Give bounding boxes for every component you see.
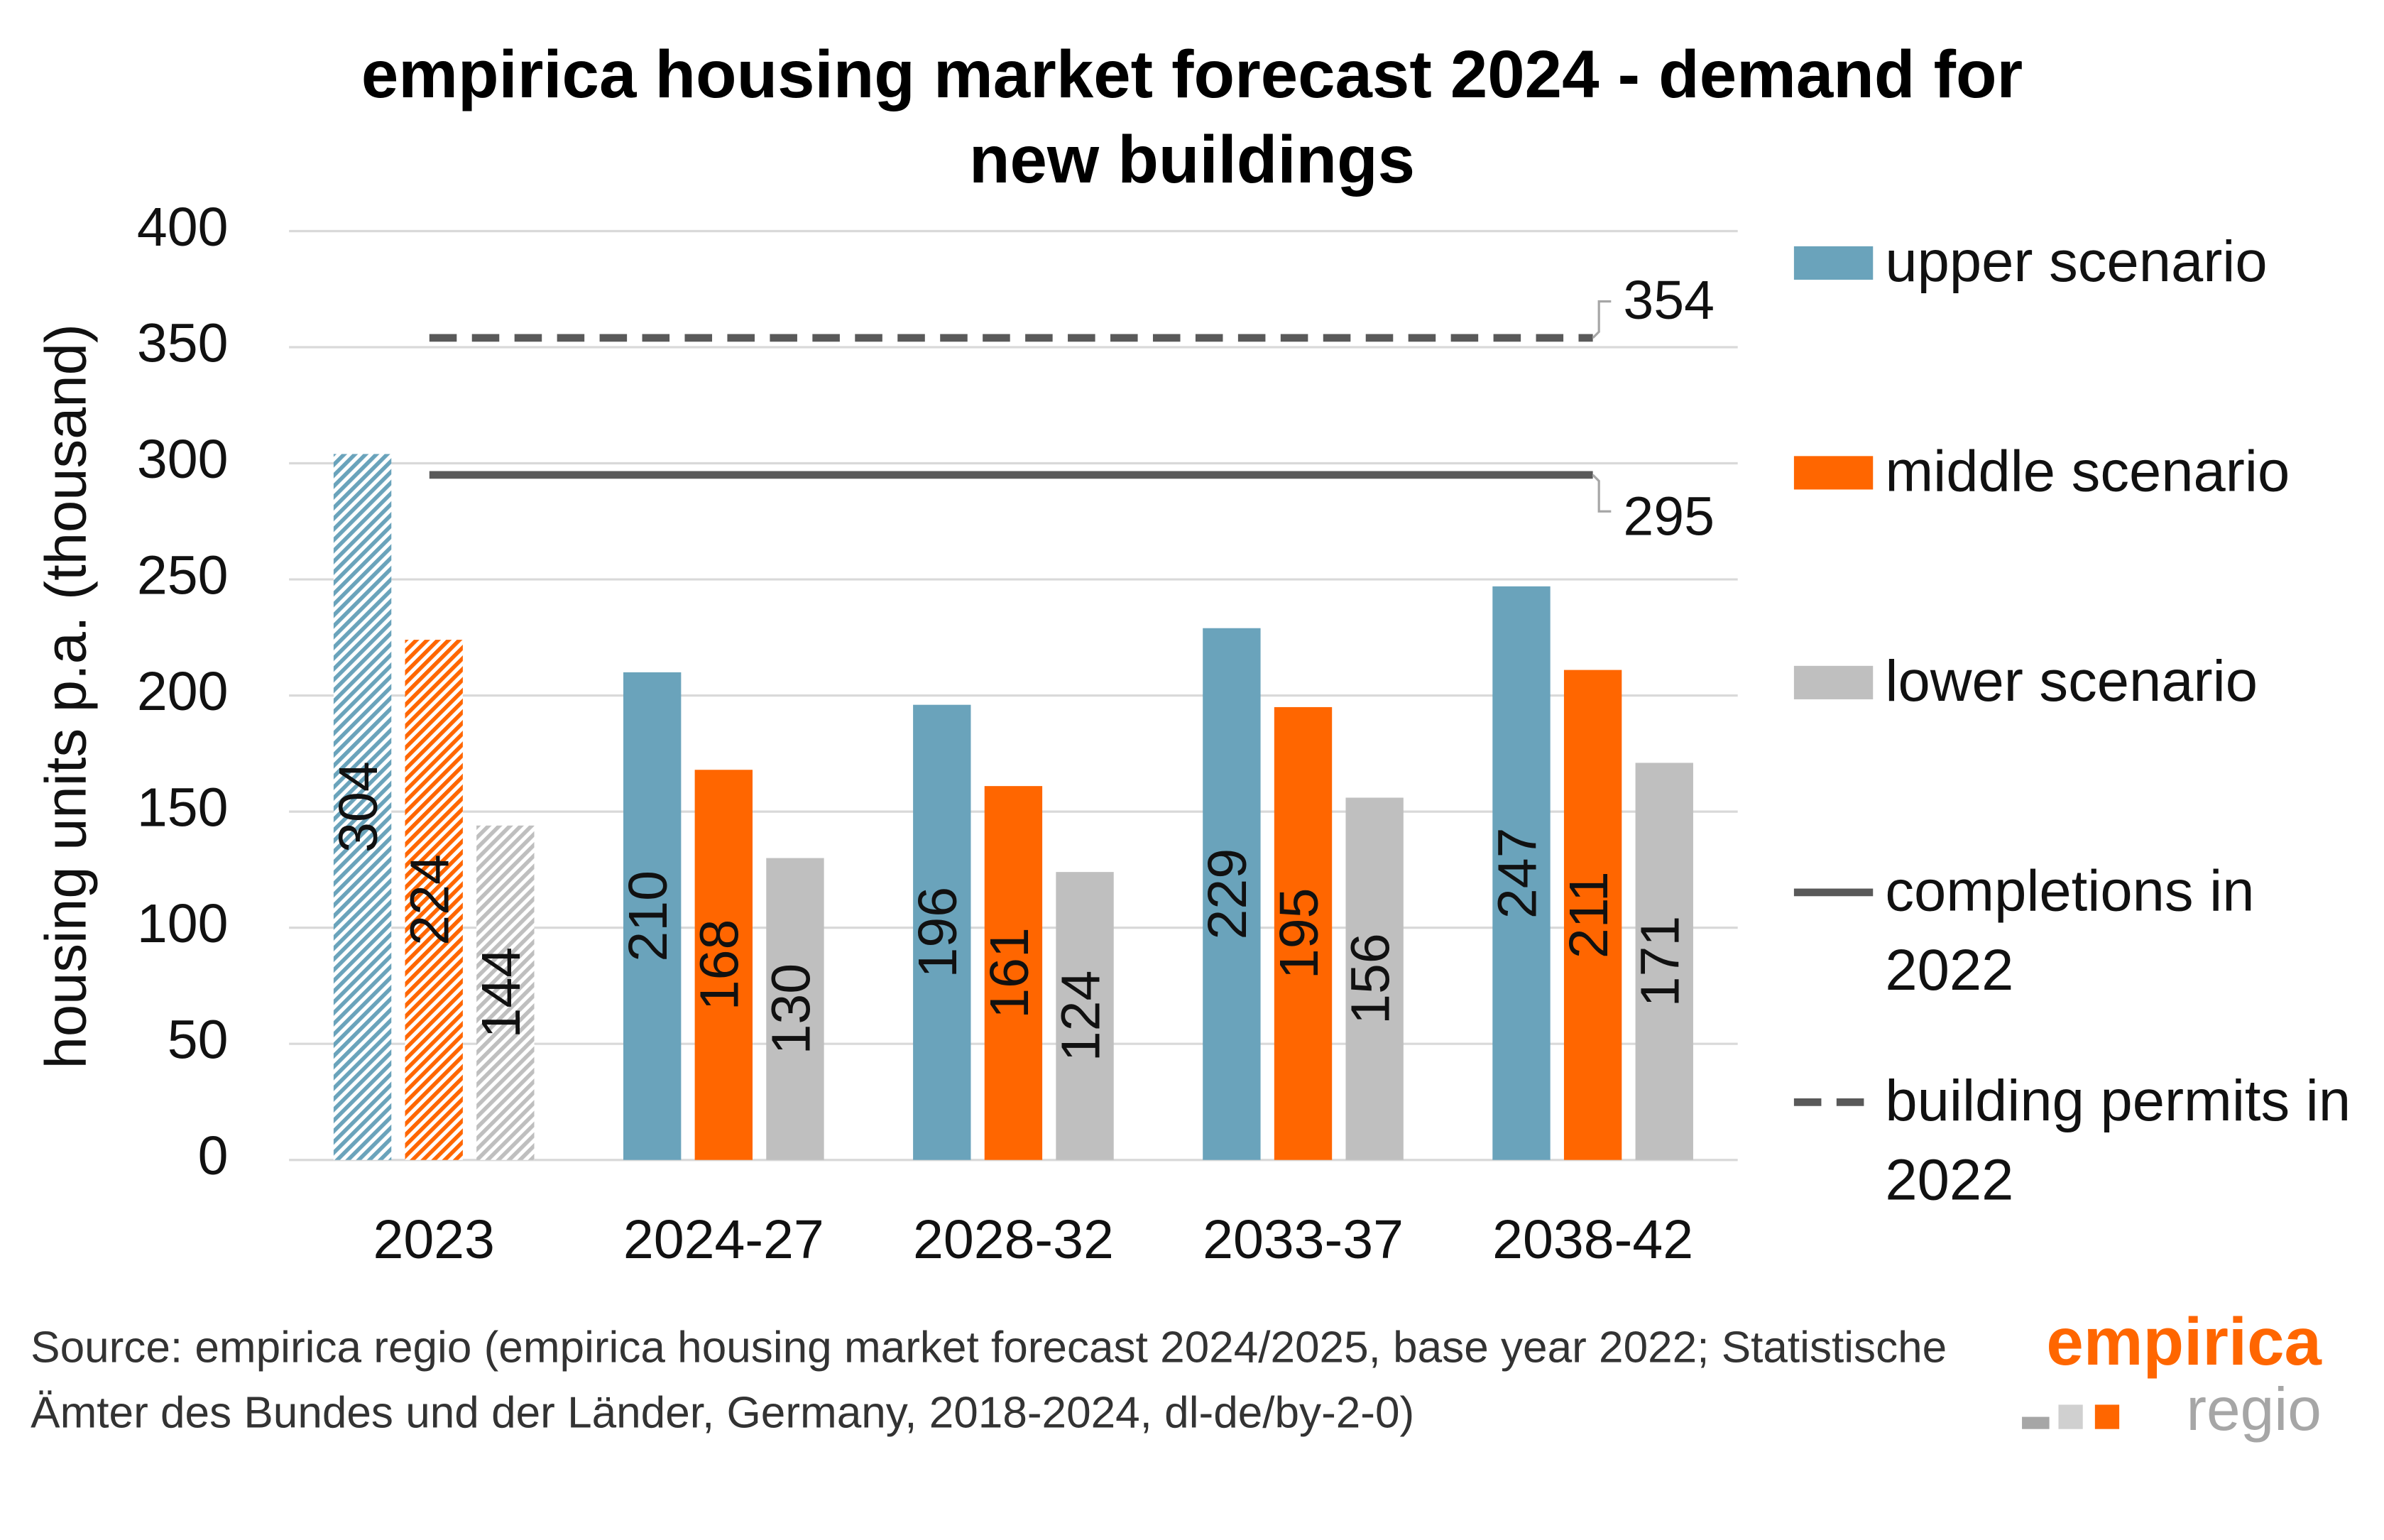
legend-swatch [1793,246,1874,280]
x-tick-label: 2033-37 [1203,1209,1404,1270]
bar [984,786,1043,1160]
bar [1056,872,1114,1160]
source-note-box: Source: empirica regio (empirica housing… [31,1323,1947,1438]
legend-label-box: building permits in 2022 [1885,1070,2351,1213]
legend-swatch [1793,456,1874,490]
leader-line [1592,300,1612,339]
bar [766,858,824,1160]
y-tick-label: 250 [137,545,229,606]
bar [1345,797,1404,1160]
x-tick-label: 2023 [373,1209,494,1270]
bar [1563,670,1622,1160]
bar [1635,763,1693,1160]
bar [1274,706,1333,1160]
line-label: 354 [1623,270,1715,331]
legend-label-box: upper scenario [1885,231,2268,295]
y-tick-label: 300 [137,429,229,490]
logo-square [2022,1416,2050,1429]
legend-label-box: middle scenario [1885,440,2290,505]
value-label: 195 [1269,888,1330,980]
y-tick-label: 200 [137,661,229,722]
bar [694,770,753,1160]
y-tick-label: 50 [168,1010,229,1071]
chart-title-box: empirica housing market forecast 2024 - … [361,38,2023,198]
value-label: 144 [471,947,532,1039]
y-tick-label: 0 [198,1125,229,1186]
source-note: Source: empirica regio (empirica housing… [31,1323,1947,1438]
logo-bottom: regio [2186,1375,2321,1443]
value-label: 304 [328,761,389,853]
logo-square [2094,1404,2120,1429]
legend-label: upper scenario [1885,231,2268,295]
x-tick-label: 2028-32 [913,1209,1114,1270]
legend-label-box: completions in 2022 [1885,860,2255,1004]
chart-title: empirica housing market forecast 2024 - … [361,38,2023,198]
value-label: 224 [400,854,461,946]
value-label: 211 [1558,871,1619,959]
bar [1492,586,1551,1160]
y-axis-label: housing units p.a. (thousand) [33,324,98,1069]
logo-top: empirica [2046,1304,2322,1379]
legend-label: completions in 2022 [1885,860,2255,1004]
value-label: 156 [1340,933,1401,1025]
x-tick-label: 2024-27 [623,1209,824,1270]
value-label: 168 [689,919,750,1011]
bar [623,672,682,1160]
value-label: 171 [1630,916,1691,1007]
y-tick-label: 100 [137,893,229,954]
value-label: 161 [979,927,1040,1019]
line-label: 295 [1623,486,1715,547]
legend-label: lower scenario [1885,650,2258,715]
value-label: 229 [1197,848,1258,940]
bar [913,704,971,1160]
value-label: 124 [1050,971,1111,1062]
bar [476,825,535,1160]
legend-label-box: lower scenario [1885,650,2258,715]
value-label: 247 [1487,827,1548,919]
leader-line [1592,474,1612,513]
value-label: 196 [907,887,968,978]
value-label: 130 [760,963,821,1055]
bar [333,454,392,1160]
legend-label: building permits in 2022 [1885,1070,2351,1213]
legend-label: middle scenario [1885,440,2290,505]
legend-swatch [1793,665,1874,699]
x-tick-label: 2038-42 [1492,1209,1693,1270]
bar [1203,628,1261,1160]
y-tick-label: 150 [137,777,229,838]
y-tick-label: 400 [137,197,229,258]
y-tick-label: 350 [137,312,229,373]
bar [405,640,463,1160]
value-label: 210 [618,870,679,962]
logo-square [2058,1404,2083,1429]
